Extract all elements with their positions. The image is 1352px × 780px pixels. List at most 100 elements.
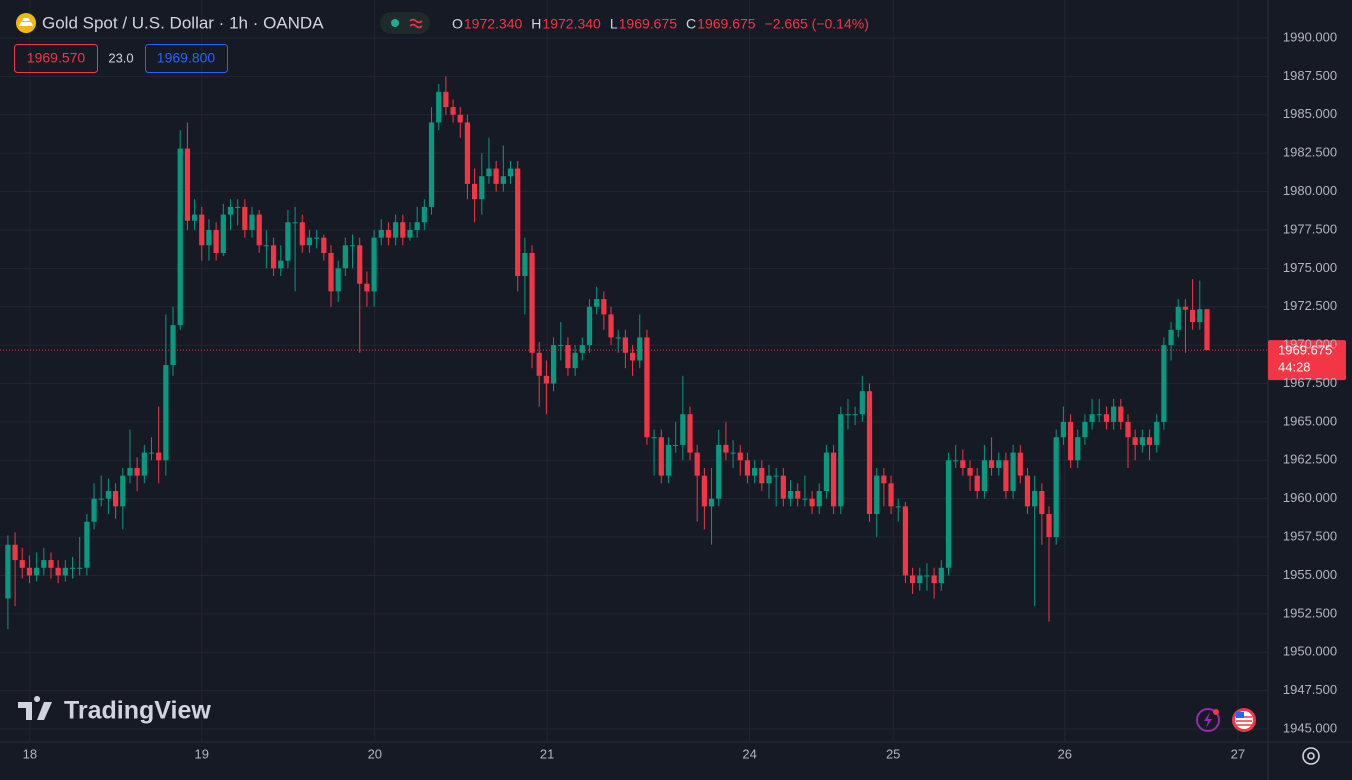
candle-body [127,467,133,476]
ohlc-value: 1972.340 [542,16,601,32]
x-tick-label: 18 [23,746,37,761]
candle-body [263,245,269,247]
candle-body [12,544,18,561]
candle-body [170,325,176,366]
status-pill[interactable] [380,12,430,34]
candle-body [148,452,155,454]
candle-body [601,299,607,315]
x-tick-label: 20 [368,746,382,761]
candle-body [1103,414,1110,422]
candle-body [1053,437,1059,538]
candle-body [472,183,478,200]
candle-body [1132,437,1138,445]
x-tick-label: 24 [742,746,756,761]
candle-body [802,498,808,500]
candle-body [364,283,370,292]
x-tick-label: 21 [540,746,554,761]
candle-body [931,575,937,584]
settings-icon [1307,752,1315,760]
candle-body [134,467,140,476]
candle-body [902,506,909,576]
bid-price[interactable]: 1969.570 [27,50,86,66]
candle-body [550,345,557,384]
candle-body [816,490,822,507]
y-tick-label: 1982.500 [1283,145,1337,160]
lightning-icon[interactable] [1196,708,1220,732]
candle-body [852,414,858,416]
candle-body [371,237,377,292]
candle-body [953,460,959,462]
candle-body [1067,421,1074,461]
candle-body [615,337,621,339]
candle-body [586,306,593,346]
candle-body [77,567,83,569]
candle-body [249,214,255,230]
candle-body [673,444,679,446]
candle-body [565,345,571,369]
price-label-box [1268,340,1346,381]
candle-body [378,229,384,238]
candle-body [752,467,758,476]
y-tick-label: 1972.500 [1283,298,1337,313]
settings-icon[interactable] [1302,747,1320,765]
candle-body [938,567,944,584]
candle-body [84,521,90,568]
candle-body [622,337,628,353]
candle-body [1039,490,1045,515]
candle-body [220,214,226,253]
candle-body [543,375,550,384]
ohlc-key: H [531,16,541,32]
ohlc-key: L [610,16,618,32]
candle-body [5,544,11,599]
candle-body [665,444,672,476]
candle-body [443,91,449,108]
lightning-icon [1204,712,1212,728]
candle-body [242,206,248,230]
candle-body [594,299,600,307]
candle-body [1075,437,1081,461]
candle-body [1003,460,1009,491]
y-tick-label: 1950.000 [1283,644,1337,659]
watermark: TradingView [64,697,211,725]
candle-body [960,460,966,468]
candle-body [105,490,112,499]
y-tick-label: 1985.000 [1283,106,1337,121]
candle-body [34,567,40,576]
candle-body [1154,421,1160,445]
candle-body [831,452,837,507]
candle-body [558,345,564,347]
ohlc-value: 1969.675 [619,16,678,32]
candle-body [141,452,147,476]
candle-body [515,168,521,277]
candle-body [874,475,880,515]
candle-body [859,391,865,415]
y-tick-label: 1980.000 [1283,183,1337,198]
ask-price[interactable]: 1969.800 [157,50,216,66]
candle-body [637,337,643,361]
candle-body [981,460,987,491]
y-tick-label: 1975.000 [1283,260,1337,275]
candle-body [536,352,542,376]
sell-button[interactable] [14,44,98,73]
candle-body [773,475,779,477]
candle-body [206,229,212,246]
candle-body [120,475,126,507]
y-tick-label: 1957.500 [1283,528,1337,543]
candle-body [385,229,392,238]
overlay [0,340,1346,381]
spread: 23.0 [108,50,133,65]
candle-body [335,268,341,292]
buy-button[interactable] [145,44,228,73]
ohlc-value: 1969.675 [697,16,756,32]
candle-body [881,475,887,484]
candle-body [62,567,68,576]
candle-body [1082,421,1088,438]
candle-body [1197,309,1203,323]
candle-body [888,483,894,507]
price-label: 1969.675 [1278,343,1332,358]
candle-body [1096,414,1102,416]
candle-body [393,222,399,238]
x-tick-label: 26 [1058,746,1072,761]
